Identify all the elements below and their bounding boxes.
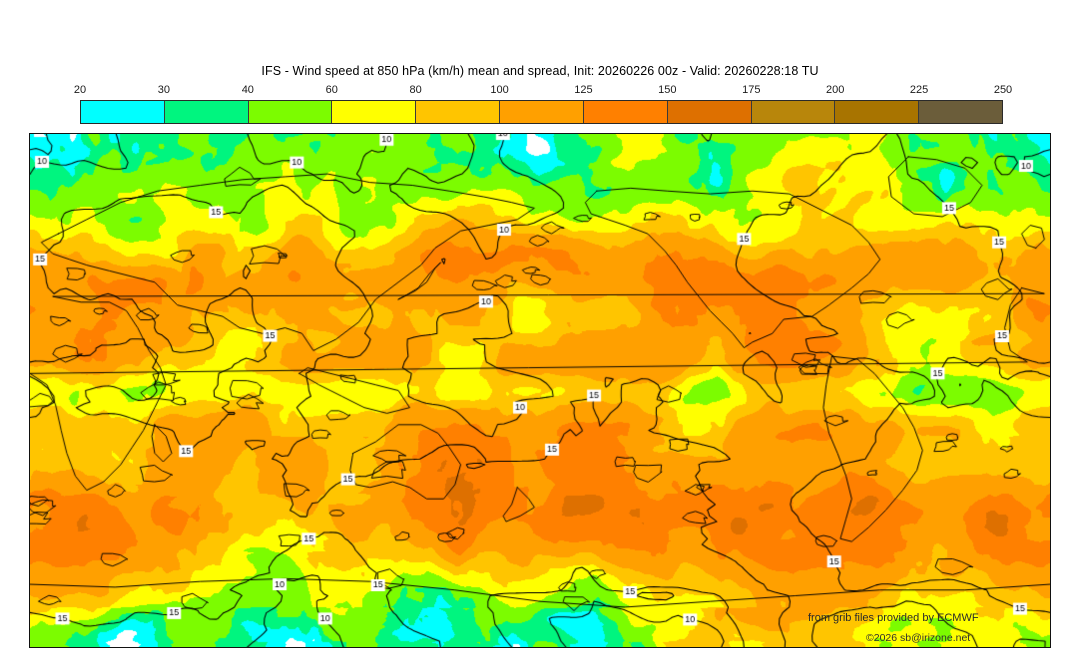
colorbar-band-175-200 — [751, 101, 836, 123]
colorbar-tick-150: 150 — [658, 84, 677, 96]
colorbar-bands — [80, 100, 1003, 124]
colorbar-band-40-60 — [248, 101, 333, 123]
colorbar-tick-125: 125 — [574, 84, 593, 96]
colorbar-band-100-125 — [500, 101, 584, 123]
colorbar-band-60-80 — [332, 101, 417, 123]
colorbar-tick-225: 225 — [909, 84, 929, 96]
colorbar-tick-200: 200 — [825, 84, 845, 96]
colorbar-band-200-225 — [835, 101, 920, 123]
colorbar-tick-250: 250 — [993, 84, 1013, 96]
colorbar-band-30-40 — [164, 101, 249, 123]
colorbar-tick-60: 60 — [325, 84, 338, 96]
map-field-canvas[interactable] — [30, 134, 1050, 647]
colorbar-band-20-30 — [81, 101, 165, 123]
colorbar-tick-100: 100 — [490, 84, 509, 96]
colorbar-tick-20: 20 — [73, 84, 87, 96]
colorbar-tick-40: 40 — [241, 84, 254, 96]
colorbar-tick-175: 175 — [742, 84, 761, 96]
colorbar-band-125-150 — [583, 101, 668, 123]
map-panel[interactable] — [29, 133, 1051, 648]
colorbar-band-80-100 — [416, 101, 501, 123]
colorbar-band-225-250 — [919, 101, 1002, 123]
page-title: IFS - Wind speed at 850 hPa (km/h) mean … — [261, 64, 819, 78]
colorbar: 20 30 40 60 80 100 125 150 175 200 225 250 — [74, 84, 1012, 124]
colorbar-tick-30: 30 — [157, 84, 171, 96]
colorbar-tick-80: 80 — [409, 84, 422, 96]
colorbar-band-150-175 — [667, 101, 752, 123]
colorbar-tick-labels: 20 30 40 60 80 100 125 150 175 200 225 250 — [74, 84, 1012, 98]
